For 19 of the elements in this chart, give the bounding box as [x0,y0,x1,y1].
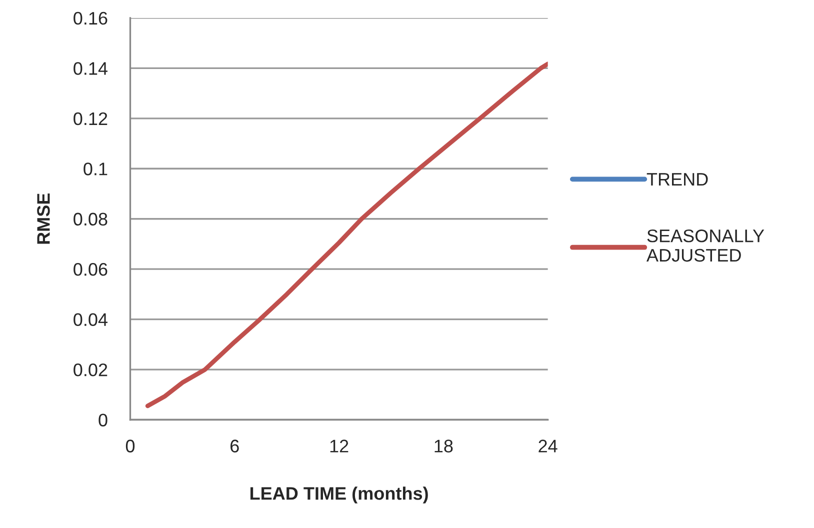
line-series [145,62,548,408]
x-tick-label: 12 [330,440,348,452]
y-tick-label: 0.02 [74,363,108,376]
y-tick-label: 0.12 [74,112,108,126]
y-tick-label: 0.14 [74,62,108,75]
y-axis-title: RMSE [37,193,50,244]
x-axis-title: LEAD TIME (months) [250,486,428,504]
x-tick-label: 0 [126,440,135,452]
y-tick-label: 0.06 [74,263,108,276]
y-tick-label: 0.16 [74,12,108,25]
y-tick-label: 0.08 [74,212,108,226]
y-tick-label: 0.1 [84,162,108,176]
y-tick-label: 0 [98,414,108,426]
legend-label: TREND [646,173,708,186]
legend-label: SEASONALLY ADJUSTED [646,229,764,262]
y-tick-label: 0.04 [74,313,108,326]
x-tick-label: 18 [434,440,453,452]
x-tick-label: 6 [230,440,239,452]
x-tick-label: 24 [538,440,558,452]
